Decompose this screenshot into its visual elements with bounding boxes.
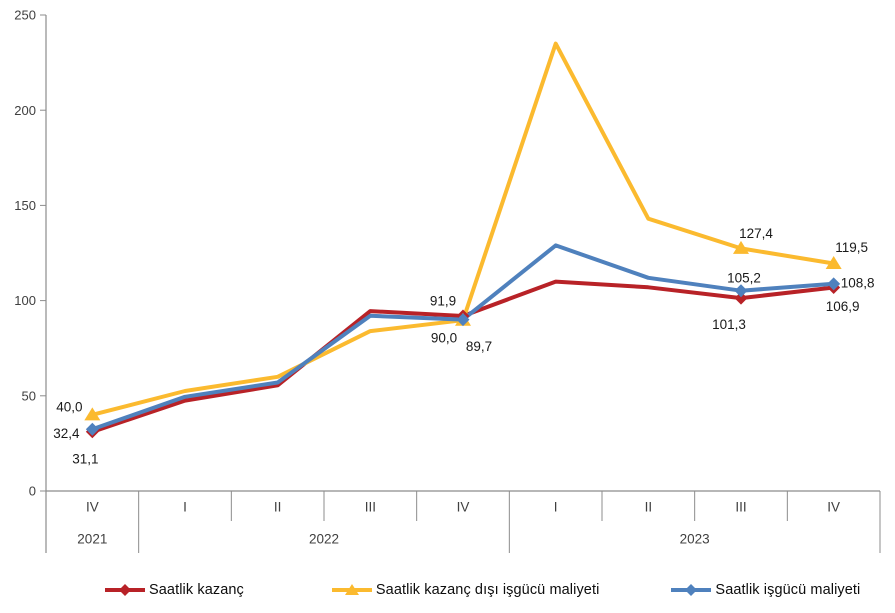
x-axis-quarter-label: III xyxy=(365,500,376,515)
legend-swatch-yellow-triangle-icon xyxy=(331,584,372,595)
y-axis-tick-label: 200 xyxy=(14,103,36,118)
x-axis-year-label: 2021 xyxy=(77,532,107,547)
x-axis-year-label: 2022 xyxy=(309,532,339,547)
x-axis-year-label: 2023 xyxy=(680,532,710,547)
legend-label: Saatlik işgücü maliyeti xyxy=(715,582,861,598)
x-axis-quarter-label: III xyxy=(735,500,746,515)
x-axis-quarter-label: I xyxy=(554,500,558,515)
x-axis-quarter-label: IV xyxy=(457,500,470,515)
diamond-marker-point xyxy=(85,422,99,436)
data-label: 105,2 xyxy=(727,270,761,285)
y-axis-tick-label: 100 xyxy=(14,293,36,308)
data-label: 89,7 xyxy=(466,339,492,354)
legend-swatch-red-diamond-icon xyxy=(105,584,145,596)
triangle-icon xyxy=(344,584,359,595)
triangle-marker-point xyxy=(733,240,749,254)
data-label: 127,4 xyxy=(739,226,773,241)
x-axis-quarter-label: IV xyxy=(827,500,840,515)
triangle-marker-point xyxy=(84,407,101,421)
x-axis-quarter-label: I xyxy=(183,500,187,515)
x-axis-quarter-label: IV xyxy=(86,500,99,515)
series-line xyxy=(90,243,836,432)
diamond-marker-point xyxy=(734,284,748,298)
x-axis-quarter-label: II xyxy=(645,500,653,515)
x-axis-quarter-label: II xyxy=(274,500,282,515)
legend-item-saatlik-isgucu-maliyeti: Saatlik işgücü maliyeti xyxy=(671,582,860,598)
data-label: 31,1 xyxy=(72,452,98,467)
y-axis-tick-label: 150 xyxy=(14,198,36,213)
legend-label: Saatlik kazanç dışı işgücü maliyeti xyxy=(375,582,600,598)
chart-legend: Saatlik kazanç Saatlik kazanç dışı işgüc… xyxy=(0,565,895,613)
series-line xyxy=(90,41,836,417)
diamond-icon xyxy=(119,584,131,596)
data-label: 101,3 xyxy=(712,317,746,332)
diamond-icon xyxy=(685,584,698,596)
triangle-marker-point xyxy=(825,255,842,269)
data-label: 108,8 xyxy=(841,276,875,291)
data-label: 91,9 xyxy=(430,294,456,309)
legend-label: Saatlik kazanç xyxy=(149,582,244,598)
data-label: 119,5 xyxy=(835,240,868,255)
diamond-marker-point xyxy=(734,291,748,305)
y-axis-tick-label: 0 xyxy=(29,484,36,499)
data-label: 32,4 xyxy=(53,426,80,441)
diamond-marker-point xyxy=(827,277,841,291)
y-axis-tick-label: 250 xyxy=(14,8,36,23)
data-label: 40,0 xyxy=(56,400,82,415)
legend-swatch-blue-diamond-icon xyxy=(671,584,712,596)
legend-item-saatlik-kazanc: Saatlik kazanç xyxy=(105,582,244,598)
data-label: 90,0 xyxy=(431,330,457,345)
series-line xyxy=(90,279,836,434)
data-label: 106,9 xyxy=(826,299,860,314)
y-axis-tick-label: 50 xyxy=(22,388,36,403)
diamond-marker-point xyxy=(456,313,470,327)
legend-item-saatlik-kazanc-disi: Saatlik kazanç dışı işgücü maliyeti xyxy=(331,582,600,598)
